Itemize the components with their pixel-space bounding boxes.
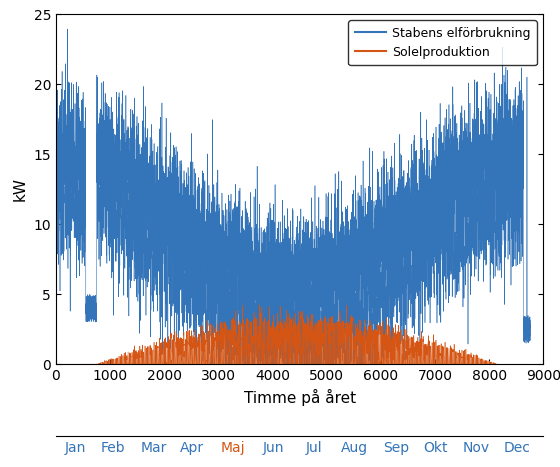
Stabens elförbrukning — [527, 322, 534, 327]
Line: Solelproduktion: Solelproduktion — [56, 305, 530, 364]
X-axis label: Timme på året: Timme på året — [244, 389, 356, 406]
Solelproduktion — [188, 361, 194, 367]
Solelproduktion — [53, 361, 59, 367]
Solelproduktion — [209, 333, 216, 339]
Stabens elförbrukning — [208, 361, 215, 367]
Legend: Stabens elförbrukning, Solelproduktion: Stabens elförbrukning, Solelproduktion — [348, 20, 537, 65]
Solelproduktion — [511, 361, 517, 367]
Stabens elförbrukning — [181, 269, 188, 274]
Line: Stabens elförbrukning: Stabens elförbrukning — [56, 29, 530, 364]
Y-axis label: kW: kW — [13, 177, 28, 201]
Stabens elförbrukning — [53, 192, 59, 198]
Solelproduktion — [181, 361, 188, 367]
Stabens elförbrukning — [193, 302, 199, 308]
Stabens elförbrukning — [511, 132, 517, 137]
Solelproduktion — [193, 361, 199, 367]
Solelproduktion — [154, 361, 161, 367]
Stabens elförbrukning — [64, 26, 71, 32]
Stabens elförbrukning — [154, 263, 161, 269]
Stabens elförbrukning — [209, 231, 216, 237]
Solelproduktion — [256, 302, 263, 308]
Stabens elförbrukning — [188, 323, 194, 328]
Solelproduktion — [527, 361, 534, 367]
